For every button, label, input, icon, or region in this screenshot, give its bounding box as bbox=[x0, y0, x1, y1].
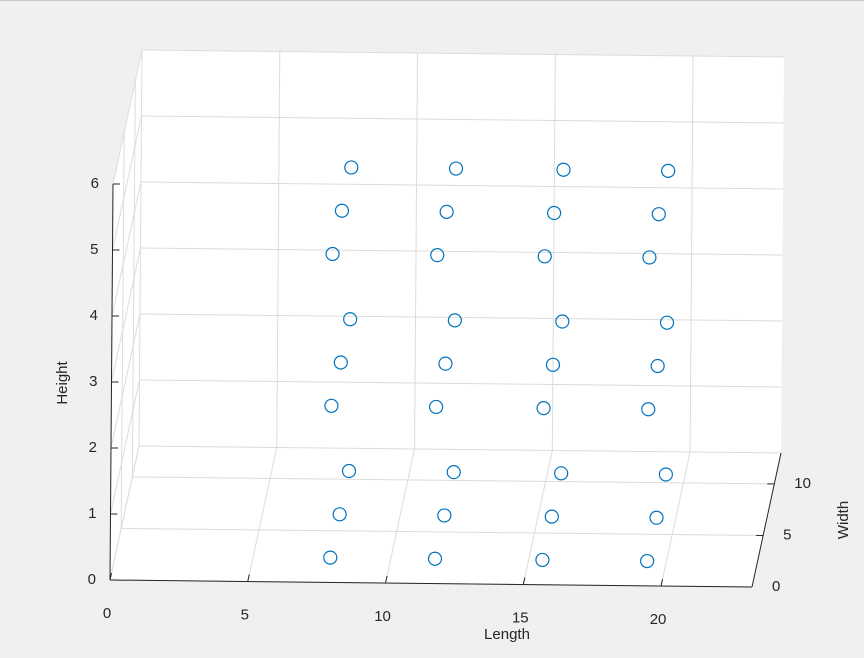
x-axis-line bbox=[109, 579, 753, 588]
point bbox=[324, 398, 339, 413]
z-tick-label: 4 bbox=[90, 307, 98, 324]
y-tick-label: 5 bbox=[783, 526, 791, 543]
x-tick bbox=[247, 574, 250, 582]
point bbox=[544, 509, 559, 524]
grid-line bbox=[660, 451, 691, 587]
point bbox=[547, 205, 562, 221]
x-tick bbox=[522, 577, 526, 585]
point bbox=[333, 355, 348, 370]
x-tick-label: 10 bbox=[374, 608, 391, 625]
point bbox=[661, 163, 676, 178]
point bbox=[651, 207, 666, 222]
point bbox=[641, 402, 656, 417]
point bbox=[325, 246, 340, 262]
point bbox=[537, 249, 552, 264]
y-tick-label: 10 bbox=[794, 475, 811, 492]
point bbox=[427, 551, 443, 566]
point bbox=[640, 553, 655, 569]
floor-face bbox=[110, 446, 781, 587]
grid-line bbox=[112, 49, 143, 185]
point bbox=[649, 510, 664, 525]
x-tick-label: 15 bbox=[512, 609, 529, 626]
grid-line bbox=[140, 181, 784, 190]
x-tick bbox=[660, 578, 664, 587]
z-tick-label: 1 bbox=[88, 505, 96, 522]
point bbox=[658, 467, 673, 482]
y-axis-line bbox=[751, 452, 782, 588]
point bbox=[447, 313, 462, 328]
grid-line bbox=[139, 379, 782, 388]
x-tick-label: 0 bbox=[103, 605, 111, 622]
grid-line bbox=[112, 115, 142, 251]
point bbox=[343, 312, 358, 327]
point bbox=[438, 356, 453, 371]
grid-line bbox=[141, 49, 785, 58]
point bbox=[334, 203, 350, 218]
grid-line bbox=[247, 447, 278, 582]
grid-line bbox=[132, 476, 775, 485]
point bbox=[555, 314, 570, 329]
grid-line bbox=[109, 445, 140, 581]
grid-line bbox=[522, 450, 553, 585]
y-axis-label: Width bbox=[835, 501, 852, 539]
x-tick bbox=[385, 575, 388, 584]
x-tick-label: 20 bbox=[650, 611, 667, 628]
z-tick-label: 5 bbox=[90, 241, 98, 258]
x-tick-label: 5 bbox=[241, 606, 249, 623]
y-tick-label: 0 bbox=[772, 578, 780, 595]
grid-line bbox=[140, 247, 783, 256]
point bbox=[437, 508, 452, 523]
z-tick-label: 2 bbox=[89, 439, 97, 456]
point bbox=[536, 401, 551, 416]
x-axis-label: Length bbox=[484, 626, 530, 643]
grid-line bbox=[141, 115, 784, 124]
grid-line bbox=[110, 313, 141, 449]
point bbox=[448, 161, 464, 176]
point bbox=[554, 466, 569, 481]
point bbox=[332, 507, 347, 522]
point bbox=[429, 399, 444, 415]
z-tick-label: 3 bbox=[89, 373, 97, 390]
point bbox=[556, 162, 571, 177]
grid-line bbox=[111, 181, 142, 317]
point bbox=[341, 463, 357, 479]
grid-line bbox=[385, 448, 416, 584]
point bbox=[642, 250, 657, 265]
grid-line bbox=[121, 527, 764, 536]
point bbox=[430, 248, 445, 263]
z-axis-label: Height bbox=[54, 360, 71, 404]
point bbox=[659, 315, 675, 330]
z-tick-label: 6 bbox=[91, 175, 99, 192]
z-tick-label: 0 bbox=[88, 571, 96, 588]
point bbox=[344, 160, 359, 175]
grid-line bbox=[111, 247, 141, 383]
point bbox=[439, 204, 454, 219]
point bbox=[323, 550, 338, 565]
point bbox=[545, 357, 561, 372]
x-tick bbox=[109, 572, 112, 581]
point bbox=[535, 552, 550, 568]
point bbox=[446, 465, 461, 480]
point bbox=[650, 358, 665, 374]
grid-line bbox=[110, 379, 140, 515]
grid-line bbox=[138, 445, 782, 454]
